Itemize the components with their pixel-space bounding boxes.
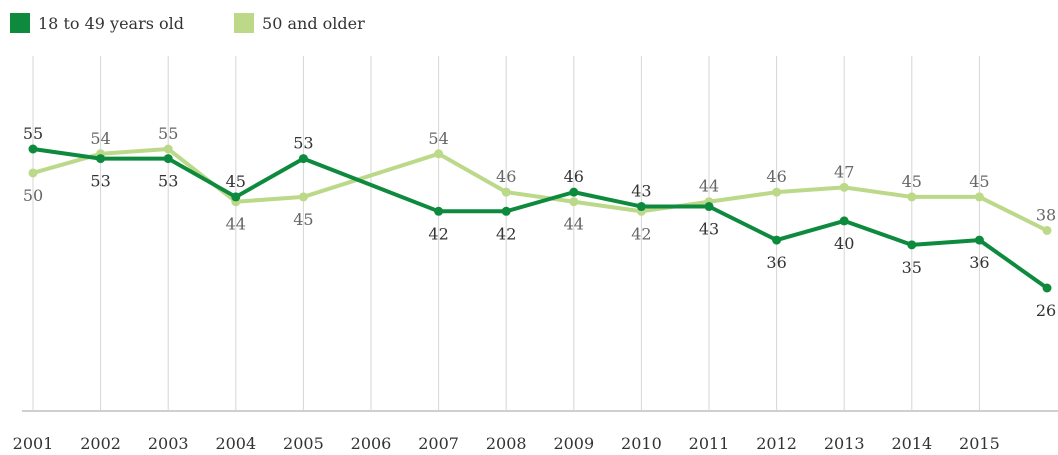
value-label-series-0-2: 53	[158, 172, 178, 191]
value-label-series-1-0: 50	[23, 186, 43, 205]
x-tick-label-2014: 2014	[891, 434, 932, 453]
series-0-point-15	[1042, 283, 1052, 293]
series-0-point-14	[974, 235, 984, 245]
series-0-point-13	[907, 240, 917, 250]
series-1-point-12	[839, 182, 849, 192]
series-lines	[28, 144, 1052, 293]
x-tick-label-2011: 2011	[689, 434, 730, 453]
series-0-point-9	[636, 202, 646, 212]
series-0-point-11	[772, 235, 782, 245]
value-label-series-1-2: 55	[158, 124, 178, 143]
series-0-point-6	[434, 206, 444, 216]
value-label-series-0-4: 53	[293, 134, 313, 153]
value-label-series-1-12: 47	[834, 162, 854, 181]
value-label-series-1-15: 38	[1036, 205, 1056, 224]
series-0-point-3	[231, 192, 241, 202]
value-label-series-0-7: 42	[496, 224, 516, 243]
x-tick-label-2005: 2005	[283, 434, 324, 453]
x-tick-label-2013: 2013	[824, 434, 865, 453]
value-label-series-1-13: 45	[902, 172, 922, 191]
series-1-point-13	[907, 192, 917, 202]
x-tick-label-2012: 2012	[756, 434, 797, 453]
x-tick-label-2010: 2010	[621, 434, 662, 453]
x-tick-label-2015: 2015	[959, 434, 1000, 453]
legend-item-18-to-49: 18 to 49 years old	[10, 13, 184, 33]
series-0-point-10	[704, 202, 714, 212]
value-label-series-1-3: 44	[226, 215, 246, 234]
value-label-series-0-6: 42	[428, 224, 448, 243]
value-label-series-0-13: 35	[902, 258, 922, 277]
x-tick-label-2001: 2001	[13, 434, 54, 453]
value-label-series-0-10: 43	[699, 220, 719, 239]
series-line-0	[31, 147, 1049, 290]
legend: 18 to 49 years old 50 and older	[10, 8, 415, 38]
series-0-point-2	[163, 154, 173, 164]
value-label-series-1-8: 44	[564, 215, 584, 234]
x-tick-label-2007: 2007	[418, 434, 459, 453]
value-label-series-0-9: 43	[631, 182, 651, 201]
legend-item-50-and-older: 50 and older	[234, 13, 365, 33]
series-0-point-12	[839, 216, 849, 226]
legend-label-50-and-older: 50 and older	[262, 13, 365, 33]
x-tick-label-2004: 2004	[215, 434, 256, 453]
series-0-point-1	[96, 154, 106, 164]
series-0-point-7	[501, 206, 511, 216]
value-label-series-0-3: 45	[226, 172, 246, 191]
legend-swatch-50-and-older	[234, 13, 255, 33]
value-label-series-1-4: 45	[293, 210, 313, 229]
series-1-point-7	[501, 187, 511, 197]
legend-label-18-to-49: 18 to 49 years old	[38, 13, 185, 33]
series-1-point-8	[569, 197, 579, 207]
series-1-point-2	[163, 144, 173, 154]
value-label-series-1-7: 46	[496, 167, 516, 186]
value-labels: 55 50 53 54 53 55 45 44 53 45 42 54 42 46 46 44 43 42 43 44…	[23, 124, 1056, 320]
series-1-point-4	[298, 192, 308, 202]
x-axis: 2001 2002 2003 2004 2005 2006 2007 2008 2009 2010…	[13, 410, 1058, 453]
series-1-point-6	[434, 149, 444, 159]
value-label-series-0-12: 40	[834, 234, 854, 253]
x-tick-label-2006: 2006	[351, 434, 392, 453]
series-line-1	[31, 147, 1049, 233]
series-1-point-14	[974, 192, 984, 202]
x-tick-label-2008: 2008	[486, 434, 527, 453]
series-1-point-0	[28, 168, 38, 178]
series-0-point-8	[569, 187, 579, 197]
series-1-point-11	[772, 187, 782, 197]
value-label-series-0-11: 36	[766, 253, 786, 272]
grid-lines	[32, 56, 980, 411]
value-label-series-0-8: 46	[564, 167, 584, 186]
value-label-series-1-14: 45	[969, 172, 989, 191]
series-0-point-0	[28, 144, 38, 154]
x-tick-label-2002: 2002	[80, 434, 121, 453]
value-label-series-1-1: 54	[90, 129, 110, 148]
value-label-series-0-1: 53	[90, 172, 110, 191]
series-0-point-4	[298, 154, 308, 164]
value-label-series-0-15: 26	[1036, 301, 1056, 320]
legend-swatch-18-to-49	[10, 13, 30, 33]
value-label-series-1-11: 46	[766, 167, 786, 186]
value-label-series-1-6: 54	[428, 129, 448, 148]
x-tick-label-2009: 2009	[553, 434, 594, 453]
x-tick-label-2003: 2003	[148, 434, 189, 453]
series-1-point-15	[1042, 225, 1052, 235]
value-label-series-1-10: 44	[699, 177, 719, 196]
value-label-series-0-14: 36	[969, 253, 989, 272]
value-label-series-1-9: 42	[631, 224, 651, 243]
value-label-series-0-0: 55	[23, 124, 43, 143]
